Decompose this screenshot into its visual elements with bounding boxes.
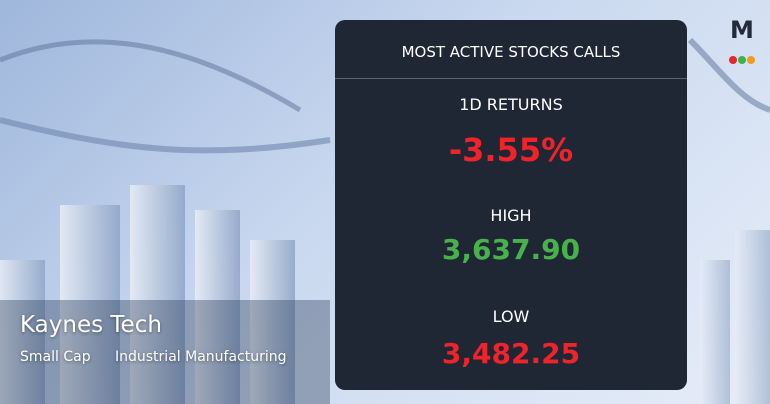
- stat-value: 3,637.90: [441, 233, 581, 266]
- stats-panel: MOST ACTIVE STOCKS CALLS 1D RETURNS -3.55…: [335, 20, 687, 390]
- stat-value: -3.55%: [448, 131, 574, 169]
- company-sector: Industrial Manufacturing: [115, 349, 287, 365]
- logo: M: [722, 16, 762, 72]
- panel-title: MOST ACTIVE STOCKS CALLS: [401, 43, 621, 61]
- stat-label: LOW: [492, 307, 530, 326]
- stat-value: 3,482.25: [441, 337, 581, 370]
- divider: [335, 78, 687, 79]
- company-name: Kaynes Tech: [20, 312, 162, 338]
- stat-label: HIGH: [490, 206, 532, 225]
- logo-letter: M: [730, 16, 754, 44]
- logo-dots: [729, 56, 755, 64]
- company-cap: Small Cap: [20, 349, 91, 365]
- stat-label: 1D RETURNS: [459, 95, 563, 114]
